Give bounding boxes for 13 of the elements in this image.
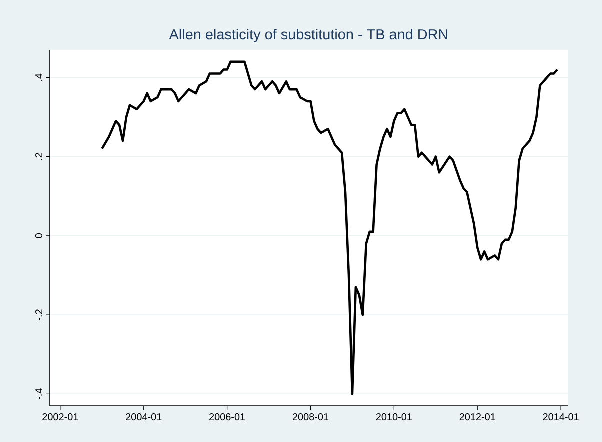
- x-tick-label: 2008-01: [292, 414, 329, 421]
- x-tick-label: 2002-01: [42, 414, 78, 421]
- y-tick-label: -.2: [36, 310, 42, 320]
- x-tick-label: 2014-01: [543, 414, 579, 421]
- x-tick-label: 2004-01: [126, 414, 162, 421]
- y-tick-label: .4: [36, 74, 42, 81]
- y-tick-label: .2: [36, 153, 42, 160]
- x-tick-label: 2010-01: [376, 414, 412, 421]
- chart-title: Allen elasticity of substitution - TB and DRN: [169, 29, 448, 43]
- x-tick-label: 2012-01: [460, 414, 496, 421]
- y-tick-label: -.4: [36, 388, 42, 400]
- y-tick-label: 0: [35, 234, 42, 238]
- x-tick-label: 2006-01: [210, 414, 246, 421]
